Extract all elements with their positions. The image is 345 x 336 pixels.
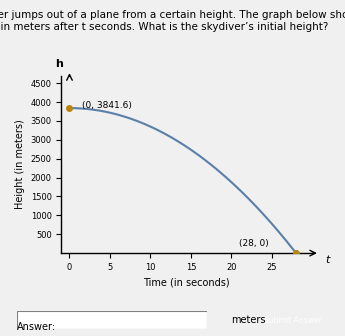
Text: Answer:: Answer:	[17, 322, 56, 332]
Text: (0, 3841.6): (0, 3841.6)	[82, 101, 131, 110]
X-axis label: Time (in seconds): Time (in seconds)	[144, 278, 230, 287]
Text: (28, 0): (28, 0)	[239, 239, 269, 248]
Text: Submit Answer: Submit Answer	[264, 316, 322, 325]
Text: A skydiver jumps out of a plane from a certain height. The graph below shows the: A skydiver jumps out of a plane from a c…	[0, 10, 345, 32]
Text: meters: meters	[231, 315, 266, 325]
Y-axis label: Height (in meters): Height (in meters)	[15, 120, 25, 209]
Text: h: h	[55, 58, 63, 69]
Text: t: t	[325, 255, 329, 265]
